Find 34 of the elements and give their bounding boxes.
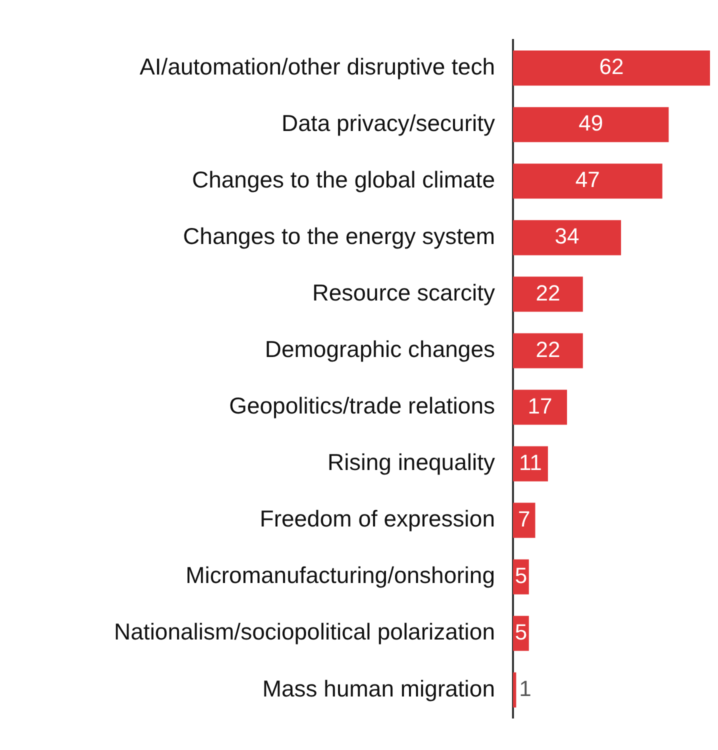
- y-tick-label: Data privacy/security: [282, 110, 496, 136]
- bar: [513, 333, 583, 368]
- data-label: 47: [575, 167, 600, 192]
- data-label: 22: [536, 336, 560, 362]
- bar: [513, 50, 710, 86]
- y-tick-label: Freedom of expression: [260, 506, 495, 532]
- y-tick-label: Changes to the energy system: [183, 223, 495, 250]
- bar: [513, 164, 662, 199]
- y-tick-label: Demographic changes: [264, 336, 495, 362]
- data-label: 5: [514, 619, 528, 644]
- bar: [513, 446, 548, 482]
- data-label: 22: [536, 280, 560, 306]
- y-tick-label: Nationalism/sociopolitical polarization: [114, 618, 495, 645]
- y-tick-label: Mass human migration: [262, 675, 495, 702]
- bar: [513, 672, 516, 708]
- bar: [513, 107, 669, 142]
- data-label: 1: [519, 676, 532, 701]
- data-label: 11: [519, 450, 542, 475]
- bar: [513, 502, 536, 538]
- bar: [513, 220, 622, 256]
- y-tick-label: Resource scarcity: [312, 280, 496, 306]
- y-tick-label: Micromanufacturing/onshoring: [186, 562, 495, 588]
- data-label: 34: [554, 224, 580, 249]
- data-label: 17: [528, 393, 552, 418]
- bar: [513, 390, 568, 425]
- data-label: 49: [578, 110, 604, 136]
- y-tick-label: Geopolitics/trade relations: [229, 392, 495, 419]
- data-label: 7: [518, 506, 530, 532]
- data-label: 5: [514, 562, 528, 588]
- y-tick-label: AI/automation/other disruptive tech: [140, 53, 495, 80]
- y-tick-label: Rising inequality: [328, 449, 496, 476]
- data-label: 62: [599, 54, 624, 80]
- bar: [513, 276, 583, 312]
- y-tick-label: Changes to the global climate: [192, 166, 495, 192]
